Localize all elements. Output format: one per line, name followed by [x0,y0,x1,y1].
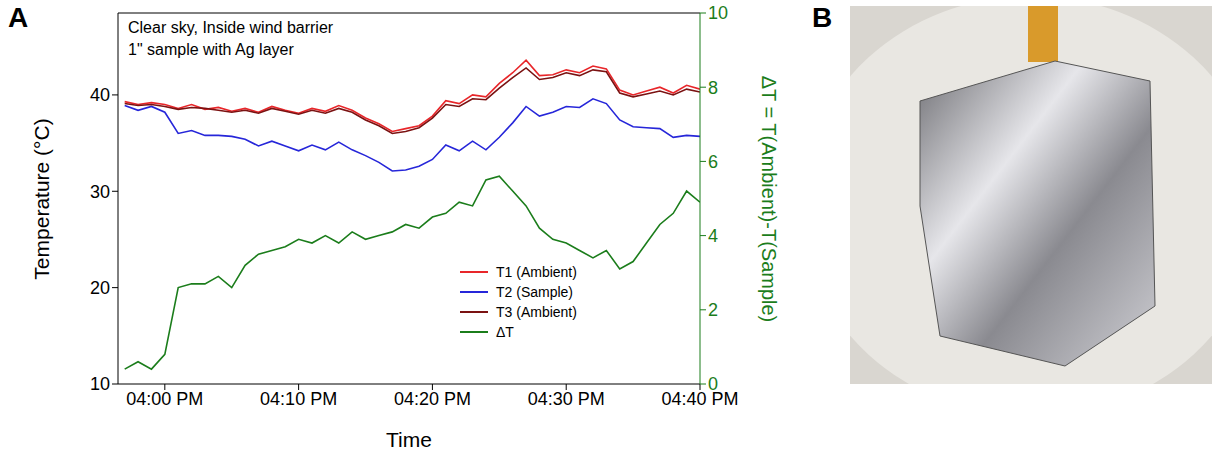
svg-text:6: 6 [708,152,718,172]
html-text:A: A [8,2,29,33]
svg-text:8: 8 [708,78,718,98]
html-text:Time: Time [386,428,432,451]
svg-text:40: 40 [90,85,110,105]
svg-text:10: 10 [90,374,110,394]
html-text:ΔT = T(Ambient)-T(Sample): ΔT = T(Ambient)-T(Sample) [757,75,780,322]
svg-text:20: 20 [90,278,110,298]
svg-text:04:10 PM: 04:10 PM [260,389,337,409]
svg-text:04:40 PM: 04:40 PM [661,389,738,409]
html-text:B: B [812,2,833,33]
svg-text:04:30 PM: 04:30 PM [528,389,605,409]
svg-text:4: 4 [708,226,718,246]
html-text:T1 (Ambient): T1 (Ambient) [496,264,577,280]
svg-text:04:20 PM: 04:20 PM [394,389,471,409]
svg-text:2: 2 [708,300,718,320]
html-text:Temperature (°C): Temperature (°C) [30,117,53,280]
html-text:T3 (Ambient): T3 (Ambient) [496,304,577,320]
html-text:1" sample with Ag layer: 1" sample with Ag layer [128,41,294,58]
svg-text:0: 0 [708,374,718,394]
svg-text:30: 30 [90,182,110,202]
html-text:T2 (Sample): T2 (Sample) [496,284,573,300]
html-text:Clear sky, Inside wind barrier: Clear sky, Inside wind barrier [128,19,334,36]
html-text:ΔT: ΔT [496,324,514,340]
svg-text:10: 10 [708,3,728,23]
svg-text:04:00 PM: 04:00 PM [126,389,203,409]
